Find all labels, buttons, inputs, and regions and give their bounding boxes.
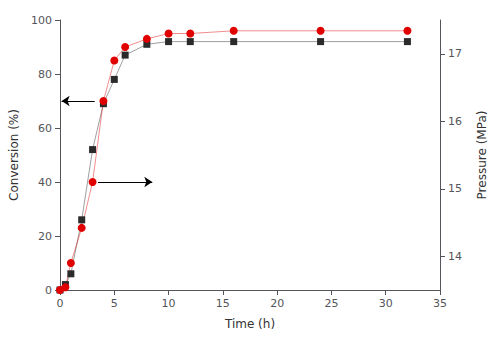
svg-text:Conversion (%): Conversion (%) — [7, 109, 21, 201]
svg-text:80: 80 — [38, 68, 52, 81]
svg-text:17: 17 — [448, 47, 462, 60]
svg-text:35: 35 — [433, 297, 447, 310]
svg-text:16: 16 — [448, 115, 462, 128]
svg-text:20: 20 — [270, 297, 284, 310]
svg-text:Pressure (MPa): Pressure (MPa) — [475, 111, 489, 200]
svg-text:25: 25 — [324, 297, 338, 310]
svg-text:0: 0 — [45, 284, 52, 297]
svg-text:0: 0 — [57, 297, 64, 310]
svg-text:Time (h): Time (h) — [224, 317, 275, 331]
svg-text:10: 10 — [162, 297, 176, 310]
svg-text:60: 60 — [38, 122, 52, 135]
svg-text:15: 15 — [448, 182, 462, 195]
svg-text:14: 14 — [448, 250, 462, 263]
svg-text:30: 30 — [379, 297, 393, 310]
svg-text:5: 5 — [111, 297, 118, 310]
svg-text:20: 20 — [38, 230, 52, 243]
svg-text:40: 40 — [38, 176, 52, 189]
svg-text:100: 100 — [31, 14, 52, 27]
svg-text:15: 15 — [216, 297, 230, 310]
